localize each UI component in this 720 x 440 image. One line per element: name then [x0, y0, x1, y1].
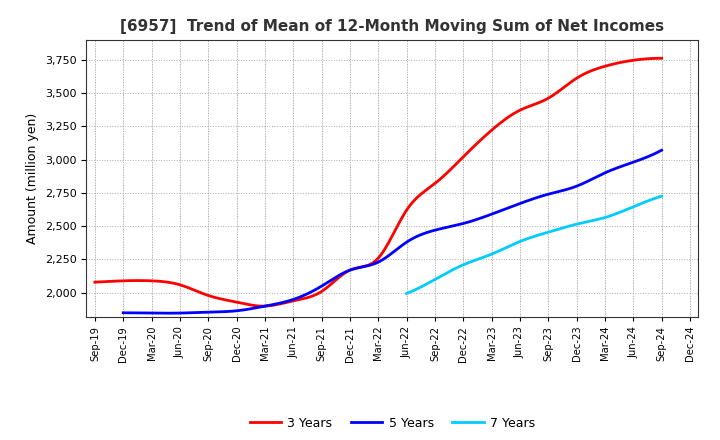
- 3 Years: [428, 183, 436, 188]
- 5 Years: [657, 147, 666, 153]
- 3 Years: [657, 55, 666, 61]
- 5 Years: [441, 225, 450, 230]
- 3 Years: [91, 279, 99, 285]
- 5 Years: [450, 223, 459, 228]
- 7 Years: [553, 227, 562, 232]
- Line: 3 Years: 3 Years: [95, 58, 662, 306]
- 3 Years: [570, 77, 579, 82]
- 5 Years: [119, 310, 127, 315]
- 7 Years: [402, 291, 411, 296]
- Line: 7 Years: 7 Years: [407, 196, 662, 293]
- 3 Years: [439, 173, 448, 179]
- 7 Years: [554, 227, 563, 232]
- 5 Years: [575, 183, 583, 188]
- 3 Years: [92, 279, 101, 285]
- 5 Years: [164, 311, 173, 316]
- 3 Years: [430, 181, 438, 187]
- 5 Years: [121, 310, 130, 315]
- 3 Years: [606, 62, 615, 67]
- 7 Years: [634, 202, 642, 208]
- Y-axis label: Amount (million yen): Amount (million yen): [27, 113, 40, 244]
- 3 Years: [259, 304, 268, 309]
- 7 Years: [558, 225, 567, 231]
- 7 Years: [617, 209, 626, 214]
- Title: [6957]  Trend of Mean of 12-Month Moving Sum of Net Incomes: [6957] Trend of Mean of 12-Month Moving …: [120, 19, 665, 34]
- Line: 5 Years: 5 Years: [123, 150, 662, 313]
- 5 Years: [608, 167, 617, 172]
- 5 Years: [439, 225, 448, 231]
- 7 Years: [657, 194, 666, 199]
- 7 Years: [403, 290, 412, 296]
- Legend: 3 Years, 5 Years, 7 Years: 3 Years, 5 Years, 7 Years: [245, 412, 540, 435]
